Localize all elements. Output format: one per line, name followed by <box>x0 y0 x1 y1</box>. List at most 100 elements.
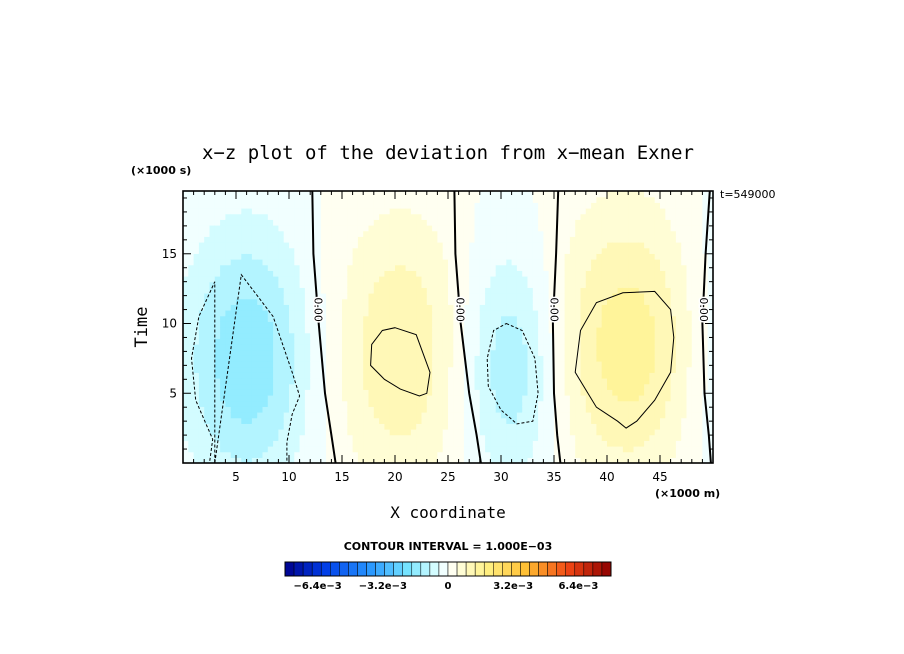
field-cell <box>236 457 242 464</box>
field-cell <box>596 281 603 288</box>
field-cell <box>458 293 465 300</box>
field-cell <box>299 361 306 368</box>
field-cell <box>675 247 682 254</box>
field-cell <box>230 298 237 305</box>
field-cell <box>622 191 629 198</box>
field-cell <box>479 191 486 198</box>
field-cell <box>686 298 693 305</box>
field-cell <box>607 310 613 317</box>
field-cell <box>633 213 640 220</box>
field-cell <box>389 400 396 407</box>
field-cell <box>628 287 635 294</box>
field-cell <box>675 355 682 362</box>
field-cell <box>469 259 476 266</box>
field-cell <box>691 230 698 237</box>
field-cell <box>241 400 248 407</box>
field-cell <box>495 378 502 385</box>
field-cell <box>628 196 635 203</box>
field-cell <box>612 429 619 436</box>
field-cell <box>596 412 603 419</box>
field-cell <box>426 406 433 413</box>
field-cell <box>607 219 613 226</box>
field-cell <box>389 321 396 328</box>
field-cell <box>416 417 423 424</box>
field-cell <box>607 225 613 232</box>
field-cell <box>320 276 327 283</box>
field-cell <box>607 372 613 379</box>
field-cell <box>315 417 322 424</box>
field-cell <box>527 417 534 424</box>
field-cell <box>702 219 709 226</box>
field-cell <box>596 304 603 311</box>
field-cell <box>569 298 576 305</box>
field-cell <box>628 321 635 328</box>
field-cell <box>289 242 295 249</box>
field-cell <box>225 310 232 317</box>
field-cell <box>612 355 619 362</box>
field-cell <box>395 395 401 402</box>
field-cell <box>416 372 423 379</box>
field-cell <box>395 378 401 385</box>
field-cell <box>511 434 518 441</box>
field-cell <box>516 310 523 317</box>
field-cell <box>686 344 693 351</box>
field-cell <box>251 287 258 294</box>
field-cell <box>336 253 343 260</box>
field-cell <box>522 429 529 436</box>
field-cell <box>214 281 221 288</box>
field-cell <box>342 389 348 396</box>
field-cell <box>463 355 470 362</box>
field-cell <box>416 276 423 283</box>
field-cell <box>548 332 555 339</box>
field-cell <box>617 383 624 390</box>
field-cell <box>294 417 301 424</box>
field-cell <box>448 321 454 328</box>
field-cell <box>527 389 534 396</box>
field-cell <box>299 213 306 220</box>
field-cell <box>421 236 428 243</box>
field-cell <box>665 242 672 249</box>
field-cell <box>426 264 433 271</box>
field-cell <box>575 361 582 368</box>
field-cell <box>543 298 550 305</box>
field-cell <box>506 372 513 379</box>
field-cell <box>379 298 385 305</box>
field-cell <box>665 446 672 453</box>
field-cell <box>538 219 544 226</box>
field-cell <box>564 259 571 266</box>
field-cell <box>638 406 645 413</box>
field-cell <box>320 219 327 226</box>
field-cell <box>612 417 619 424</box>
field-cell <box>474 293 481 300</box>
field-cell <box>516 213 523 220</box>
field-cell <box>469 225 476 232</box>
field-cell <box>183 315 189 322</box>
field-cell <box>686 423 693 430</box>
field-cell <box>538 196 544 203</box>
field-cell <box>612 236 619 243</box>
field-cell <box>633 281 640 288</box>
field-cell <box>336 236 343 243</box>
field-cell <box>257 293 264 300</box>
field-cell <box>596 208 603 215</box>
field-cell <box>580 293 587 300</box>
field-cell <box>395 259 401 266</box>
field-cell <box>416 281 423 288</box>
field-cell <box>395 281 401 288</box>
field-cell <box>426 327 433 334</box>
field-cell <box>241 451 248 458</box>
field-cell <box>432 315 438 322</box>
field-cell <box>347 208 354 215</box>
field-cell <box>501 423 507 430</box>
field-cell <box>628 395 635 402</box>
field-cell <box>554 327 560 334</box>
field-cell <box>209 247 216 254</box>
field-cell <box>516 366 523 373</box>
field-cell <box>585 191 592 198</box>
field-cell <box>278 406 285 413</box>
field-cell <box>336 225 343 232</box>
field-cell <box>564 372 571 379</box>
field-cell <box>289 259 295 266</box>
field-cell <box>612 315 619 322</box>
field-cell <box>236 230 242 237</box>
